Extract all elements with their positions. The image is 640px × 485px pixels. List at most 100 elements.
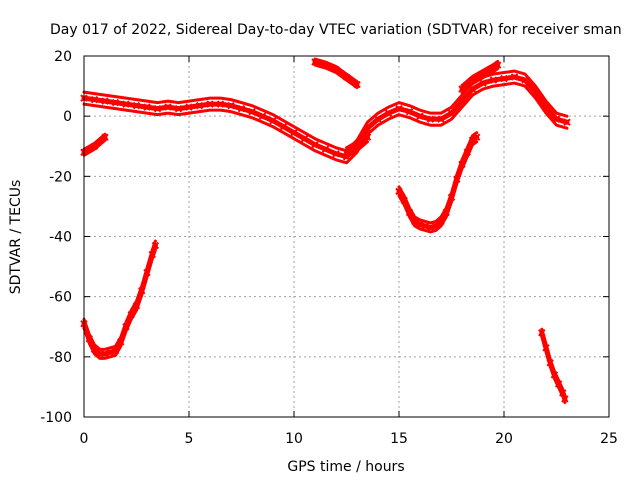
series-main-track — [80, 69, 571, 165]
y-tick-label: -100 — [40, 410, 72, 426]
data-point — [538, 329, 546, 337]
data-point — [416, 112, 424, 120]
data-point — [395, 104, 403, 113]
data-point — [290, 129, 298, 137]
data-point — [405, 107, 414, 116]
series-line-upper — [345, 131, 369, 150]
data-point — [237, 104, 246, 113]
data-point — [206, 100, 214, 108]
data-point — [332, 65, 340, 74]
series-evening-segment — [342, 131, 372, 159]
data-point — [421, 222, 429, 230]
data-point — [122, 323, 130, 331]
data-point — [363, 124, 372, 132]
data-point — [332, 150, 340, 158]
axis-ticks — [83, 55, 610, 418]
data-point — [132, 301, 141, 310]
series-upper-short — [311, 57, 361, 90]
data-point — [227, 101, 235, 110]
data-point — [463, 148, 471, 156]
data-point — [521, 76, 529, 84]
data-point — [489, 76, 498, 84]
data-point — [561, 395, 569, 403]
data-point — [411, 217, 419, 226]
data-point — [279, 122, 288, 131]
data-point — [552, 115, 561, 123]
data-point — [374, 115, 382, 123]
data-point — [127, 311, 135, 319]
data-point — [395, 187, 403, 196]
data-point — [300, 135, 309, 143]
data-point — [117, 338, 125, 346]
data-point — [164, 103, 172, 111]
data-point — [101, 133, 109, 141]
data-point — [437, 115, 445, 123]
data-point — [143, 268, 151, 277]
data-point — [458, 85, 466, 93]
data-point — [453, 175, 461, 184]
data-point — [500, 74, 508, 83]
data-point — [111, 347, 120, 355]
data-point — [174, 104, 183, 113]
data-point — [437, 217, 445, 226]
data-point — [148, 250, 156, 259]
data-point — [138, 286, 146, 295]
data-point — [353, 142, 361, 150]
data-point — [468, 85, 477, 93]
x-tick-label: 0 — [80, 431, 89, 447]
data-point — [143, 103, 151, 111]
y-tick-label: 20 — [54, 49, 72, 65]
data-point — [472, 133, 481, 141]
series-dip-afternoon — [395, 131, 481, 234]
data-point — [493, 61, 502, 69]
data-point — [132, 101, 141, 110]
data-point — [426, 223, 435, 232]
data-point — [554, 380, 563, 388]
y-tick-label: -40 — [49, 230, 72, 246]
data-point — [363, 133, 372, 141]
data-point — [151, 241, 160, 250]
data-point — [546, 359, 554, 367]
y-tick-label: -20 — [49, 169, 72, 185]
series-rise-segment — [458, 59, 502, 95]
data-point — [342, 73, 351, 81]
data-point — [342, 148, 351, 156]
data-point — [416, 220, 424, 229]
data-point — [195, 101, 204, 110]
data-point — [458, 97, 466, 105]
data-point — [559, 389, 567, 397]
chart-title: Day 017 of 2022, Sidereal Day-to-day VTE… — [50, 22, 622, 38]
x-axis-label: GPS time / hours — [287, 459, 404, 475]
data-point — [269, 116, 277, 125]
data-point — [542, 344, 550, 352]
data-point — [405, 208, 414, 217]
x-tick-label: 20 — [495, 431, 513, 447]
data-point — [479, 79, 487, 87]
data-point — [248, 107, 256, 116]
series-late-drop — [538, 327, 569, 405]
x-tick-label: 10 — [285, 431, 303, 447]
data-point — [85, 335, 93, 343]
data-point — [111, 98, 120, 107]
data-point — [185, 103, 193, 111]
data-point — [479, 70, 487, 78]
data-point — [153, 104, 162, 113]
data-point — [510, 73, 519, 81]
data-point — [353, 80, 361, 89]
data-point — [258, 112, 267, 120]
data-point — [122, 100, 130, 108]
data-point — [400, 196, 408, 205]
series-layer — [80, 57, 571, 405]
series-dip-morning — [80, 239, 160, 360]
data-point — [458, 160, 466, 169]
data-point — [106, 348, 114, 357]
series-line-lower — [345, 140, 369, 159]
data-point — [90, 95, 99, 104]
data-point — [101, 97, 109, 105]
tick-labels: 0 5 10 15 20 25 -100 -80 -60 -40 -20 0 20 — [40, 49, 618, 447]
y-tick-label: -60 — [49, 290, 72, 306]
x-tick-label: 15 — [390, 431, 408, 447]
data-point — [550, 371, 559, 379]
